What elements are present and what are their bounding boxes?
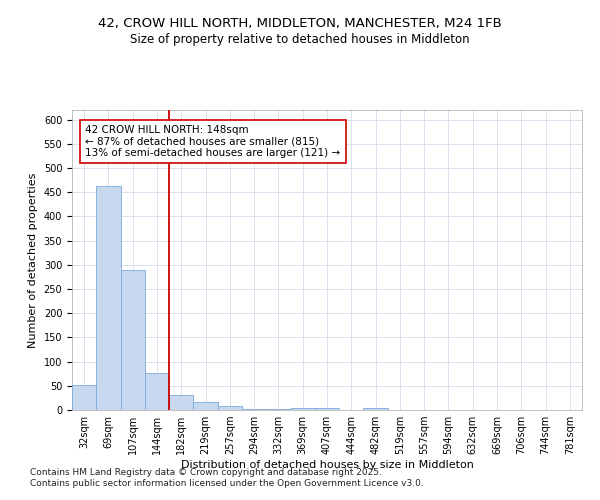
Text: 42 CROW HILL NORTH: 148sqm
← 87% of detached houses are smaller (815)
13% of sem: 42 CROW HILL NORTH: 148sqm ← 87% of deta… [85,125,340,158]
Bar [315,408,339,410]
Bar [266,408,290,410]
Bar [218,406,242,410]
Bar [145,373,169,410]
Bar [169,396,193,410]
Text: Contains HM Land Registry data © Crown copyright and database right 2025.
Contai: Contains HM Land Registry data © Crown c… [30,468,424,487]
Bar [290,408,315,410]
Bar [242,408,266,410]
Y-axis label: Number of detached properties: Number of detached properties [28,172,38,348]
Bar [364,408,388,410]
Bar [121,270,145,410]
X-axis label: Distribution of detached houses by size in Middleton: Distribution of detached houses by size … [181,460,473,470]
Text: Size of property relative to detached houses in Middleton: Size of property relative to detached ho… [130,32,470,46]
Bar [96,186,121,410]
Text: 42, CROW HILL NORTH, MIDDLETON, MANCHESTER, M24 1FB: 42, CROW HILL NORTH, MIDDLETON, MANCHEST… [98,18,502,30]
Bar [72,385,96,410]
Bar [193,402,218,410]
